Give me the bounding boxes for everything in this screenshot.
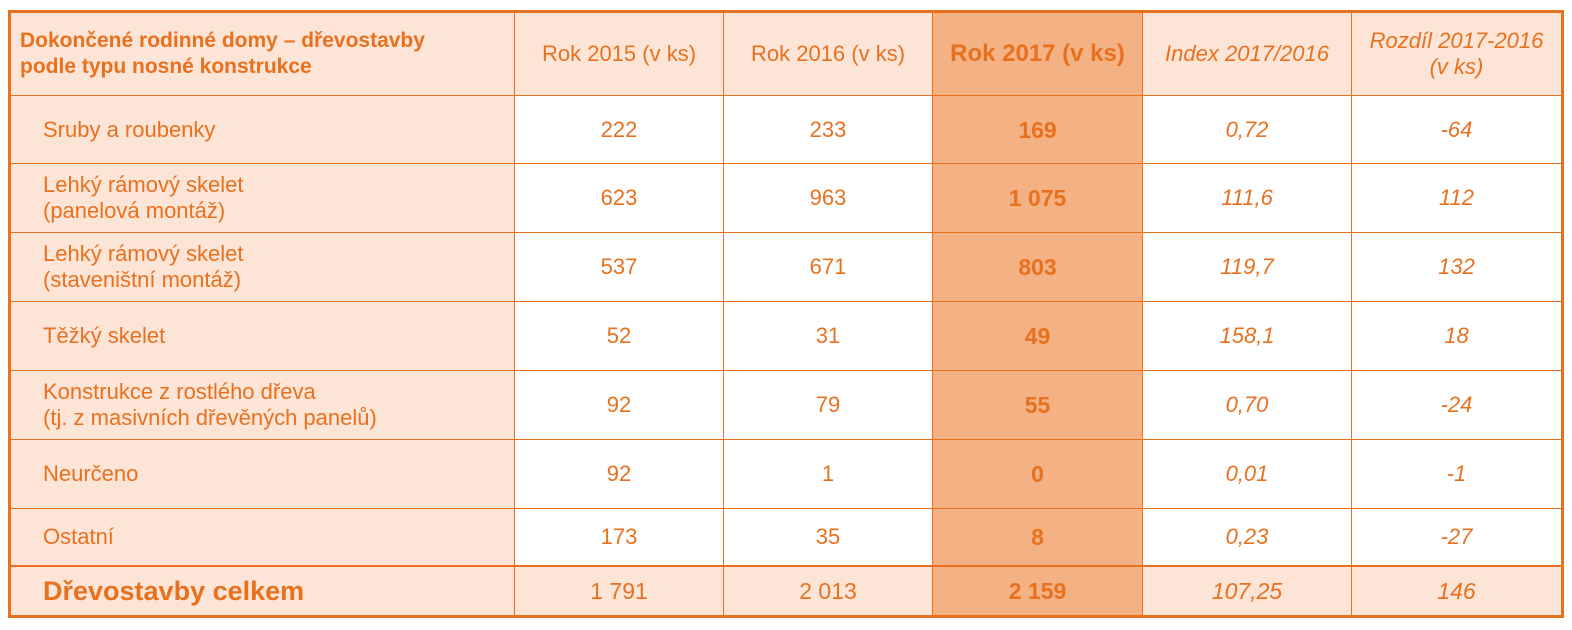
- column-header-index: Index 2017/2016: [1142, 11, 1352, 96]
- cell-index: 0,23: [1142, 508, 1352, 567]
- cell-index: 0,72: [1142, 95, 1352, 164]
- cell-difference: -24: [1351, 370, 1563, 440]
- cell-2015: 537: [514, 232, 724, 302]
- cell-2017: 55: [932, 370, 1143, 440]
- row-label-line1: Sruby a roubenky: [43, 116, 216, 142]
- table-row: Těžký skelet 52 31 49 158,1 18: [9, 301, 1563, 371]
- cell-index: 119,7: [1142, 232, 1352, 302]
- header-row: Dokončené rodinné domy – dřevostavby pod…: [9, 11, 1563, 96]
- cell-2016: 963: [723, 163, 933, 233]
- cell-2015: 92: [514, 439, 724, 509]
- wooden-houses-table: Dokončené rodinné domy – dřevostavby pod…: [8, 10, 1564, 618]
- total-2015: 1 791: [514, 565, 724, 617]
- column-header-difference: Rozdíl 2017-2016 (v ks): [1351, 11, 1563, 96]
- column-header-difference-line2: (v ks): [1429, 54, 1484, 79]
- row-label: Sruby a roubenky: [9, 95, 515, 164]
- total-row: Dřevostavby celkem 1 791 2 013 2 159 107…: [9, 565, 1563, 617]
- cell-difference: -64: [1351, 95, 1563, 164]
- cell-2016: 1: [723, 439, 933, 509]
- column-header-2015: Rok 2015 (v ks): [514, 11, 724, 96]
- table-row: Ostatní 173 35 8 0,23 -27: [9, 508, 1563, 567]
- cell-difference: -1: [1351, 439, 1563, 509]
- cell-2017: 0: [932, 439, 1143, 509]
- cell-2017: 8: [932, 508, 1143, 567]
- cell-index: 0,01: [1142, 439, 1352, 509]
- total-label: Dřevostavby celkem: [9, 565, 515, 617]
- total-index: 107,25: [1142, 565, 1352, 617]
- cell-2017: 803: [932, 232, 1143, 302]
- cell-difference: -27: [1351, 508, 1563, 567]
- row-label-line2: (panelová montáž): [43, 198, 226, 223]
- cell-2015: 222: [514, 95, 724, 164]
- table-row: Konstrukce z rostlého dřeva (tj. z masivn…: [9, 370, 1563, 440]
- total-2016: 2 013: [723, 565, 933, 617]
- row-label-line1: Lehký rámový skelet: [43, 172, 244, 197]
- cell-2016: 31: [723, 301, 933, 371]
- cell-2017: 169: [932, 95, 1143, 164]
- row-label: Lehký rámový skelet (panelová montáž): [9, 163, 515, 233]
- cell-index: 0,70: [1142, 370, 1352, 440]
- row-label-line1: Ostatní: [43, 524, 114, 549]
- row-label-line2: (tj. z masivních dřevěných panelů): [43, 405, 377, 430]
- cell-2015: 52: [514, 301, 724, 371]
- table-row: Sruby a roubenky 222 233 169 0,72 -64: [9, 95, 1563, 164]
- cell-index: 158,1: [1142, 301, 1352, 371]
- cell-2015: 173: [514, 508, 724, 567]
- row-label: Těžký skelet: [9, 301, 515, 371]
- row-label: Lehký rámový skelet (staveništní montáž): [9, 232, 515, 302]
- total-2017: 2 159: [932, 565, 1143, 617]
- cell-index: 111,6: [1142, 163, 1352, 233]
- cell-difference: 132: [1351, 232, 1563, 302]
- column-header-difference-line1: Rozdíl 2017-2016: [1369, 28, 1544, 53]
- cell-2016: 79: [723, 370, 933, 440]
- cell-2017: 1 075: [932, 163, 1143, 233]
- row-label-line1: Těžký skelet: [43, 323, 166, 348]
- total-difference: 146: [1351, 565, 1563, 617]
- cell-difference: 112: [1351, 163, 1563, 233]
- row-label-line1: Konstrukce z rostlého dřeva: [43, 379, 316, 404]
- row-label: Ostatní: [9, 508, 515, 567]
- table-row: Lehký rámový skelet (panelová montáž) 623…: [9, 163, 1563, 233]
- column-header-2016: Rok 2016 (v ks): [723, 11, 933, 96]
- cell-2016: 233: [723, 95, 933, 164]
- table-title: Dokončené rodinné domy – dřevostavby pod…: [9, 11, 515, 96]
- cell-2017: 49: [932, 301, 1143, 371]
- row-label: Konstrukce z rostlého dřeva (tj. z masivn…: [9, 370, 515, 440]
- cell-difference: 18: [1351, 301, 1563, 371]
- column-header-2017: Rok 2017 (v ks): [932, 11, 1143, 96]
- table-title-line2: podle typu nosné konstrukce: [20, 55, 312, 78]
- row-label-line1: Lehký rámový skelet: [43, 241, 244, 266]
- table-title-line1: Dokončené rodinné domy – dřevostavby: [20, 29, 425, 52]
- cell-2015: 623: [514, 163, 724, 233]
- row-label-line1: Neurčeno: [43, 461, 139, 486]
- table-row: Lehký rámový skelet (staveništní montáž) …: [9, 232, 1563, 302]
- row-label: Neurčeno: [9, 439, 515, 509]
- row-label-line2: (staveništní montáž): [43, 267, 242, 292]
- table-row: Neurčeno 92 1 0 0,01 -1: [9, 439, 1563, 509]
- cell-2016: 35: [723, 508, 933, 567]
- cell-2016: 671: [723, 232, 933, 302]
- cell-2015: 92: [514, 370, 724, 440]
